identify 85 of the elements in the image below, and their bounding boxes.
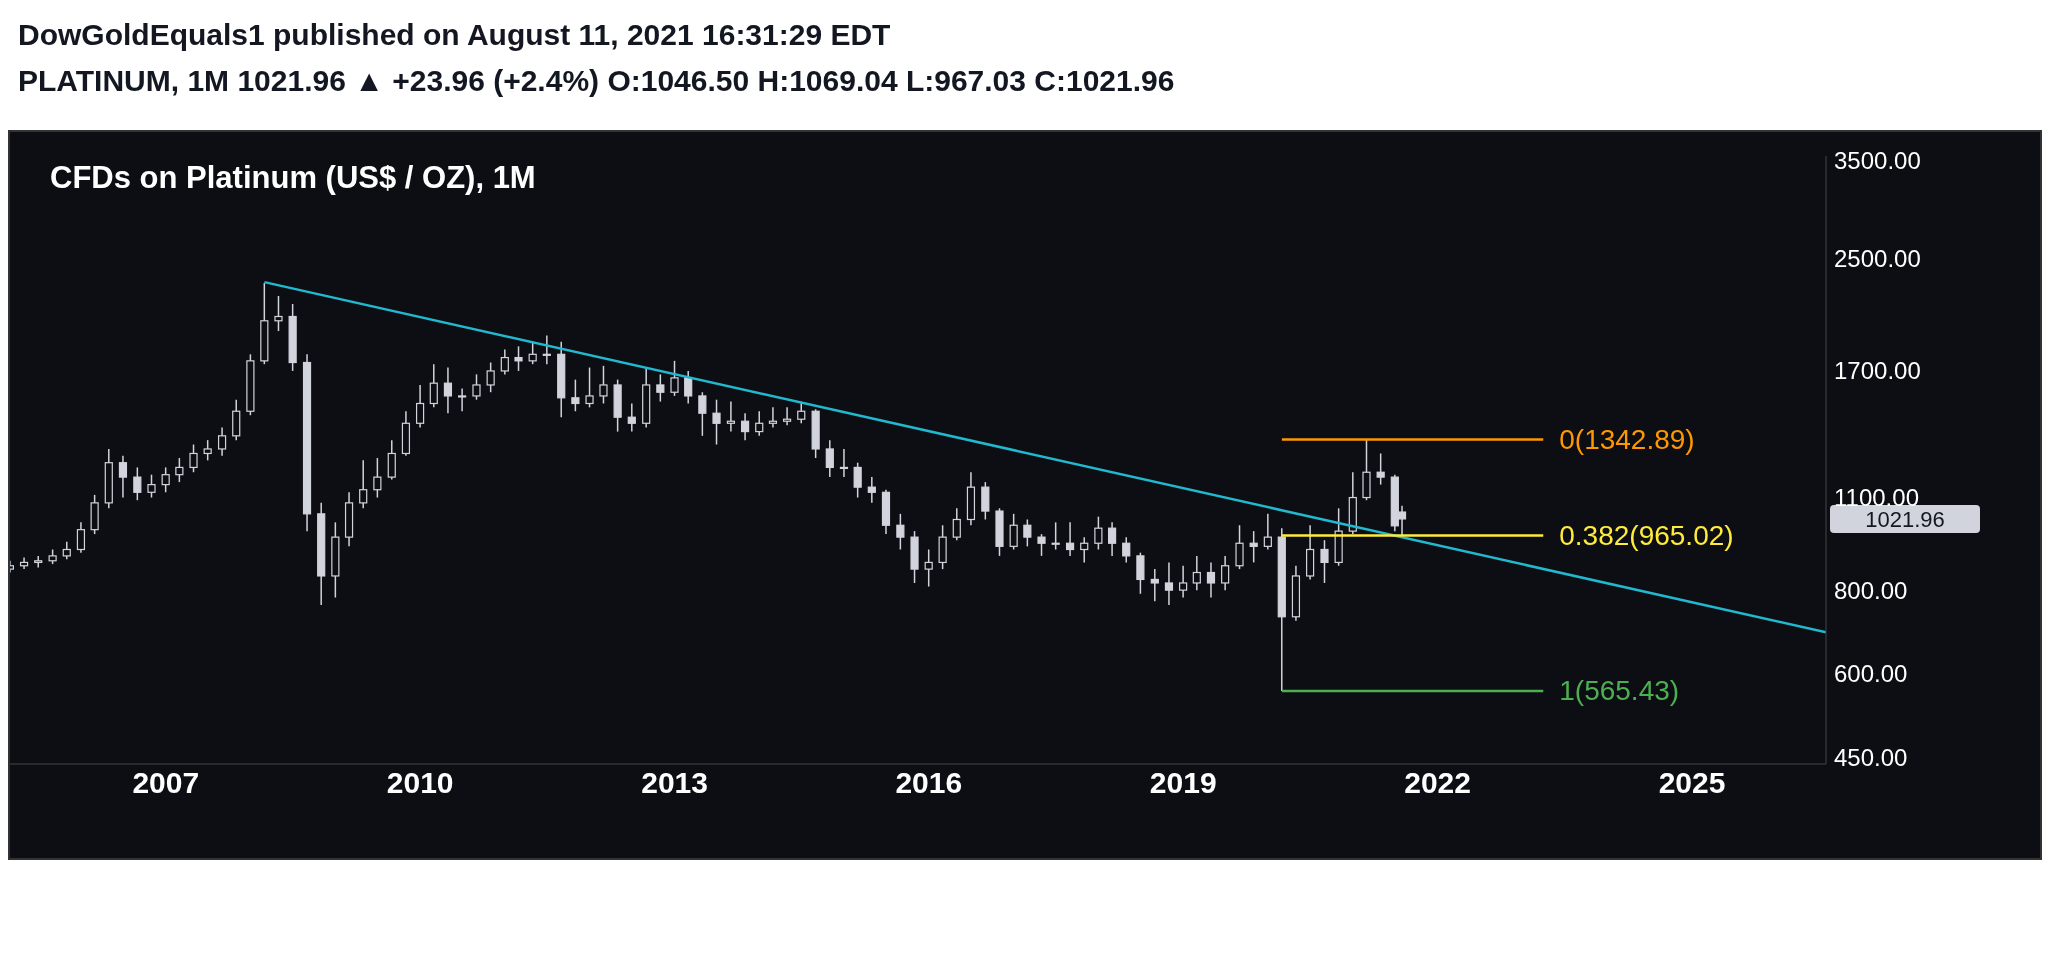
candlestick (1206, 561, 1216, 599)
candlestick (726, 400, 736, 433)
candlestick (118, 455, 128, 499)
candlestick (698, 391, 707, 437)
candlestick (853, 461, 862, 499)
candlestick (133, 466, 142, 501)
candlestick (359, 459, 368, 510)
candlestick (542, 334, 551, 365)
y-tick-label: 800.00 (1834, 576, 1908, 604)
candlestick (1249, 530, 1258, 564)
candlestick (189, 443, 198, 473)
candlestick (514, 345, 523, 372)
candlestick (599, 365, 608, 405)
candlestick (981, 481, 990, 521)
candlestick (472, 373, 481, 401)
chart-title: CFDs on Platinum (US$ / OZ), 1M (50, 160, 536, 196)
candlestick (782, 406, 792, 427)
candlestick (1065, 521, 1075, 557)
y-tick-label: 2500.00 (1834, 245, 1921, 273)
y-tick-label: 450.00 (1834, 743, 1908, 771)
x-tick-label: 2019 (1149, 766, 1217, 800)
y-tick-label: 1700.00 (1834, 357, 1921, 385)
candlestick (755, 410, 764, 437)
candlestick (1263, 513, 1272, 551)
candlestick (656, 373, 665, 403)
candlestick (1009, 513, 1018, 551)
candlestick (768, 406, 778, 429)
candlestick (1179, 565, 1188, 599)
candlestick (571, 378, 580, 412)
candlestick (740, 412, 750, 441)
candlestick (147, 473, 156, 499)
candlestick (1023, 518, 1032, 548)
series-label: 0.382(965.02) (1559, 519, 1734, 551)
candlestick (1192, 555, 1201, 591)
text: PLATINUM, 1M 1021.96 ▲ +23.96 (+2.4%) O:1046.50 H:1069.04 L:967.03 C:1021.96 (17, 63, 1176, 99)
candlestick (1376, 452, 1385, 486)
candlestick (1164, 561, 1174, 606)
candlestick (1080, 536, 1089, 564)
candlestick (175, 457, 184, 483)
candlestick (1037, 533, 1046, 557)
candlestick (458, 387, 467, 412)
candlestick (1235, 524, 1244, 570)
series-label: 1(565.43) (1559, 675, 1680, 707)
candlestick (1107, 521, 1117, 557)
candlestick (867, 476, 876, 504)
series-label: 0(1342.89) (1559, 423, 1695, 455)
candlestick (500, 348, 509, 376)
x-tick-label: 2016 (895, 766, 963, 800)
y-tick-label: 3500.00 (1834, 147, 1921, 175)
candlestick (825, 439, 834, 478)
candlestick (203, 439, 212, 462)
candlestick (486, 361, 495, 393)
candlestick (1150, 568, 1159, 603)
candlestick (712, 398, 721, 446)
candlestick (1122, 536, 1131, 564)
candlestick (839, 448, 849, 478)
candlestick (896, 513, 905, 551)
candlestick (1051, 521, 1060, 551)
x-tick-label: 2013 (641, 766, 708, 800)
x-tick-label: 2025 (1658, 766, 1726, 800)
candlestick (952, 507, 961, 541)
candlestick (585, 366, 594, 409)
candlestick (274, 295, 283, 332)
candlestick (373, 457, 382, 499)
y-tick-label: 600.00 (1834, 660, 1908, 688)
candlestick (387, 439, 396, 481)
candlestick (34, 555, 43, 569)
candlestick (76, 521, 86, 554)
x-tick-label: 2007 (132, 766, 200, 800)
candlestick (217, 426, 227, 457)
candlestick (161, 466, 170, 494)
candlestick (443, 366, 453, 414)
text: DowGoldEquals1 published on August 11, 2021 16:31:29 EDT (17, 17, 892, 53)
candlestick (1094, 515, 1103, 551)
candlestick (429, 363, 438, 409)
candlestick (1221, 555, 1230, 591)
candlestick (1320, 539, 1329, 584)
x-tick-label: 2022 (1404, 766, 1472, 800)
candlestick (1136, 551, 1145, 595)
x-tick-label: 2010 (386, 766, 454, 800)
candlestick (684, 370, 693, 405)
candlestick (627, 402, 636, 433)
candlestick (924, 548, 933, 588)
candlestick (670, 360, 679, 397)
candlestick (415, 384, 425, 429)
